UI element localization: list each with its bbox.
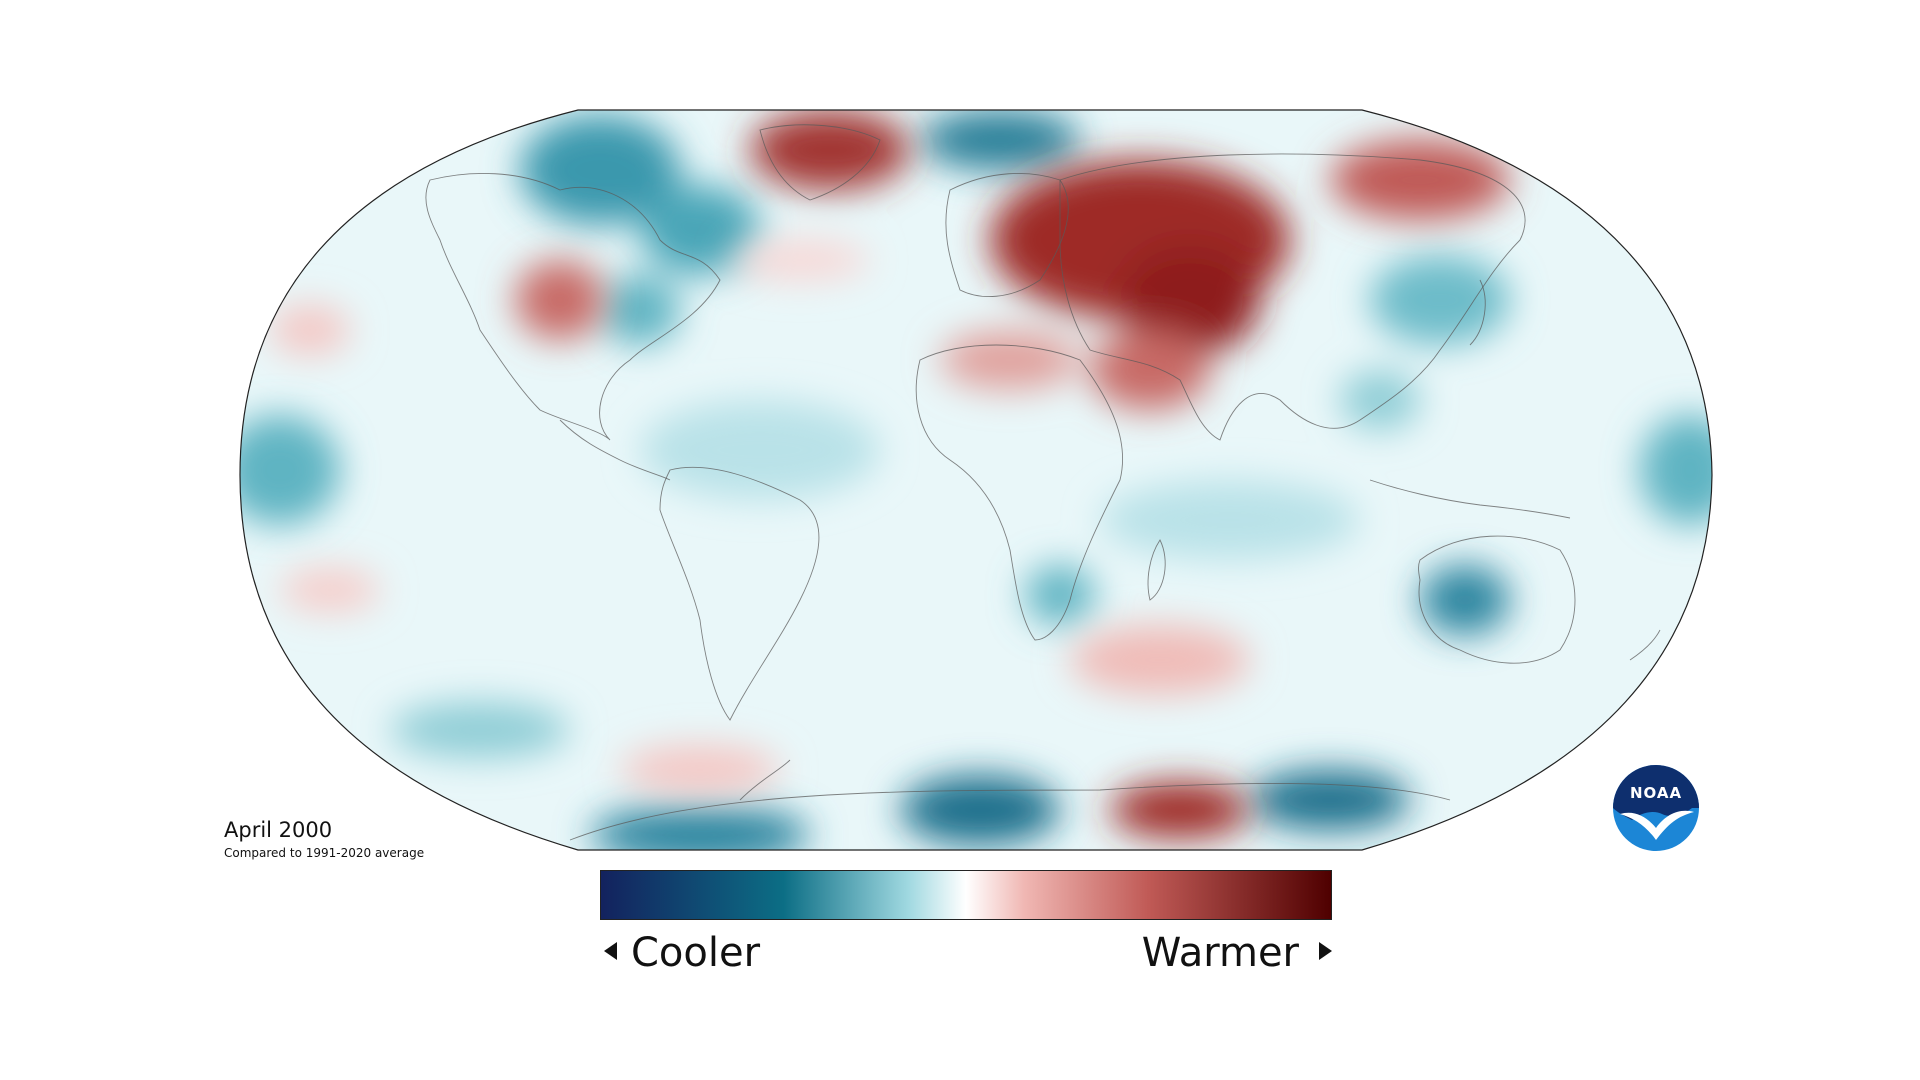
europe-outline [945,173,1069,298]
warmer-label: Warmer [1142,925,1332,981]
africa-outline [915,344,1124,641]
antarctica-outline [569,782,1451,841]
japan-outline [1469,279,1486,346]
left-arrow-icon [604,942,617,960]
noaa-logo-icon: NOAA [1613,765,1699,851]
north-america-outline [425,172,721,441]
warm-anomaly-field [270,110,1510,838]
color-scale-gradient [601,871,1331,919]
cooler-label: Cooler [604,925,760,981]
color-scale-bar [600,870,1332,920]
greenland-outline [759,124,881,201]
antarctic-peninsula-outline [739,759,791,801]
central-america-outline [559,419,671,481]
globe-outline [239,109,1713,851]
map-baseline-label: Compared to 1991-2020 average [224,846,425,860]
logo-text: NOAA [1630,784,1682,802]
australia-outline [1418,535,1576,664]
cooler-label-text: Cooler [631,930,761,976]
asia-outline [1059,153,1526,441]
south-america-outline [659,466,820,721]
logo-top-dome [1613,765,1699,820]
warmer-label-text: Warmer [1141,930,1299,976]
coastlines [425,124,1661,841]
right-arrow-icon [1319,942,1332,960]
new-zealand-outline [1629,629,1661,661]
logo-seagull-icon [1620,810,1694,840]
madagascar-outline [1147,539,1166,601]
cool-anomaly-field [240,110,1712,850]
map-period-label: April 2000 [224,818,333,842]
indonesia-outline [1369,479,1571,519]
